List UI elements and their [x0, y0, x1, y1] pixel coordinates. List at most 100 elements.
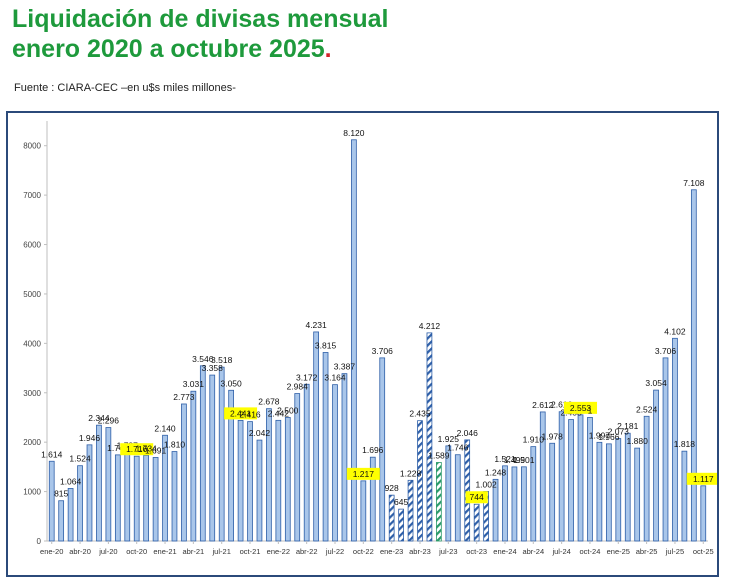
data-label: 4.102: [664, 326, 686, 336]
data-label: 2.416: [239, 410, 261, 420]
data-label: 1.589: [428, 450, 450, 460]
bar: [596, 441, 603, 542]
data-label: 2.612: [532, 400, 554, 410]
data-label: 1.117: [693, 474, 714, 484]
bar: [303, 383, 310, 542]
bar: [199, 365, 206, 542]
bar: [341, 373, 348, 542]
data-label: 4.212: [419, 321, 441, 331]
bar: [218, 366, 225, 542]
data-label: 2.773: [173, 392, 195, 402]
x-tick-label: abr-21: [183, 547, 205, 556]
bar: [690, 189, 697, 542]
x-tick-label: abr-20: [69, 547, 91, 556]
bar: [247, 421, 253, 542]
data-label: 1.966: [598, 432, 620, 442]
bar: [568, 419, 574, 542]
data-label: 2.500: [277, 405, 299, 415]
bar: [256, 439, 263, 542]
bar: [426, 332, 433, 542]
bar: [643, 415, 650, 542]
bar: [284, 417, 291, 542]
bar: [454, 454, 461, 542]
x-tick-label: jul-20: [98, 547, 117, 556]
highlight-box: [224, 407, 258, 420]
bar: [209, 374, 216, 542]
y-tick-label: 2000: [23, 438, 41, 447]
bar: [492, 478, 499, 542]
data-label: 2.524: [636, 404, 658, 414]
highlight-box: [120, 443, 154, 456]
bar: [700, 485, 707, 542]
data-label: 2.344: [88, 413, 110, 423]
bar: [294, 393, 301, 542]
data-label: 1.696: [362, 445, 384, 455]
bar: [549, 442, 556, 542]
bar: [634, 447, 641, 542]
data-label: 1.248: [485, 467, 507, 477]
x-tick-label: abr-25: [636, 547, 658, 556]
data-label: 3.031: [183, 379, 205, 389]
bar: [67, 488, 74, 542]
x-tick-label: abr-23: [409, 547, 431, 556]
x-tick-label: jul-21: [212, 547, 231, 556]
x-tick-label: ene-20: [40, 547, 63, 556]
bar: [539, 411, 546, 542]
x-tick-label: jul-22: [325, 547, 344, 556]
bar: [275, 419, 282, 542]
bar: [379, 357, 386, 542]
bar: [171, 451, 178, 542]
data-label: 1.217: [353, 469, 375, 479]
data-label: 1.064: [60, 476, 82, 486]
data-label: 2.984: [287, 382, 309, 392]
bar: [521, 466, 527, 542]
bar: [237, 419, 244, 542]
y-tick-label: 1000: [23, 488, 41, 497]
bar: [266, 408, 272, 542]
data-label: 1.501: [513, 455, 535, 465]
x-tick-label: abr-22: [296, 547, 318, 556]
data-label: 8.120: [343, 128, 365, 138]
bar: [398, 508, 404, 542]
bar: [464, 439, 471, 542]
bar: [86, 444, 93, 542]
title-dot: .: [324, 35, 332, 63]
data-label: 1.228: [400, 468, 422, 478]
data-label: 815: [54, 489, 68, 499]
x-tick-label: ene-21: [153, 547, 176, 556]
data-label: 1.521: [494, 454, 516, 464]
title-line-1: Liquidación de divisas mensual: [12, 5, 389, 33]
title-line-2: enero 2020 a octubre 2025: [12, 35, 325, 63]
highlight-box: [465, 491, 488, 504]
data-label: 1.691: [145, 445, 167, 455]
data-label: 1.946: [79, 433, 101, 443]
data-label: 1.524: [69, 454, 91, 464]
bar: [190, 390, 197, 542]
bar: [681, 450, 688, 542]
data-label: 3.546: [192, 354, 214, 364]
chart-title: Liquidación de divisas mensual enero 2020…: [12, 4, 389, 64]
data-label: 1.978: [542, 431, 564, 441]
y-tick-label: 5000: [23, 290, 41, 299]
data-label: 4.231: [305, 320, 327, 330]
data-label: 2.073: [608, 427, 630, 437]
bar: [48, 460, 55, 542]
data-label: 928: [385, 483, 399, 493]
data-label: 1.743: [107, 443, 129, 453]
x-tick-label: jul-25: [665, 547, 684, 556]
bar: [624, 432, 631, 542]
data-label: 3.172: [296, 372, 318, 382]
data-label: 2.553: [570, 403, 592, 413]
data-label: 2.046: [457, 428, 479, 438]
data-label: 3.815: [315, 340, 337, 350]
x-tick-label: oct-24: [580, 547, 601, 556]
highlight-box: [564, 401, 598, 414]
data-label: 2.042: [249, 428, 271, 438]
data-label: 1.002: [475, 479, 497, 489]
data-label: 1.925: [438, 434, 460, 444]
bar: [407, 479, 414, 542]
bar: [124, 452, 131, 542]
x-tick-label: ene-22: [267, 547, 290, 556]
x-tick-label: oct-22: [353, 547, 374, 556]
bar: [181, 403, 187, 542]
